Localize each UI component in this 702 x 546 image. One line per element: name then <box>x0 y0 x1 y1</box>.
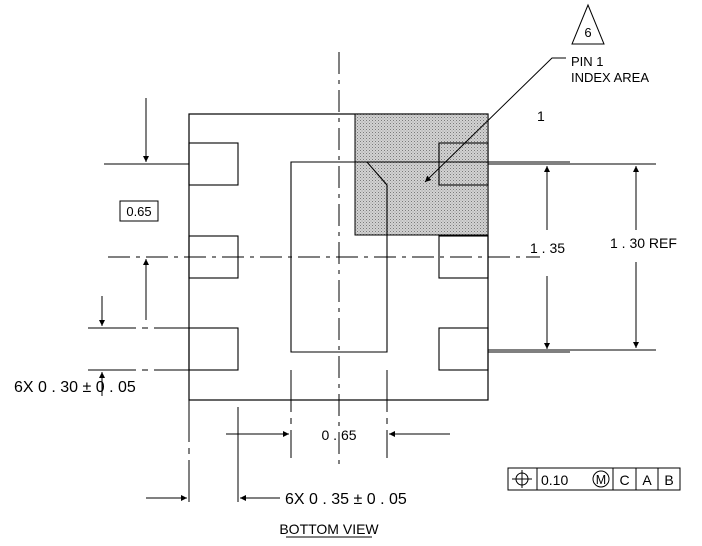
fcf-modifier-circle <box>592 470 610 488</box>
pin1-leader <box>424 57 566 183</box>
pad-width-dimension: 6X 0 . 30 ± 0 . 05 <box>14 379 136 396</box>
feature-control-frame: 0.10 M C A B <box>507 467 681 491</box>
pin1-number: 1 <box>537 108 545 124</box>
pitch-value: 0.65 <box>126 204 151 219</box>
exposed-pad-height-dimension: 1 . 30 REF <box>610 235 677 251</box>
view-title: BOTTOM VIEW <box>279 521 379 537</box>
note-number: 6 <box>584 25 591 40</box>
exposed-pad <box>290 161 488 353</box>
fcf-modifier: M <box>596 473 606 487</box>
pad-length-dimension: 6X 0 . 35 ± 0 . 05 <box>285 491 407 508</box>
fcf-datum-1: C <box>619 472 629 488</box>
position-icon <box>512 470 532 488</box>
pitch-box <box>119 200 159 222</box>
note-triangle <box>571 3 605 45</box>
pin1-index-area <box>354 113 489 236</box>
fcf-datum-2: A <box>642 472 652 488</box>
right-pad-3 <box>438 327 489 371</box>
fcf-datum-3: B <box>664 472 673 488</box>
fcf-tolerance: 0.10 <box>541 472 568 488</box>
left-pad-3 <box>188 327 239 371</box>
center-gap-dimension: 0 . 65 <box>321 427 356 443</box>
body-height-dimension: 1 . 35 <box>530 240 565 256</box>
pin1-label-line1: PIN 1 <box>571 54 604 69</box>
pin1-label-line2: INDEX AREA <box>571 70 649 85</box>
left-pad-1 <box>188 142 239 186</box>
